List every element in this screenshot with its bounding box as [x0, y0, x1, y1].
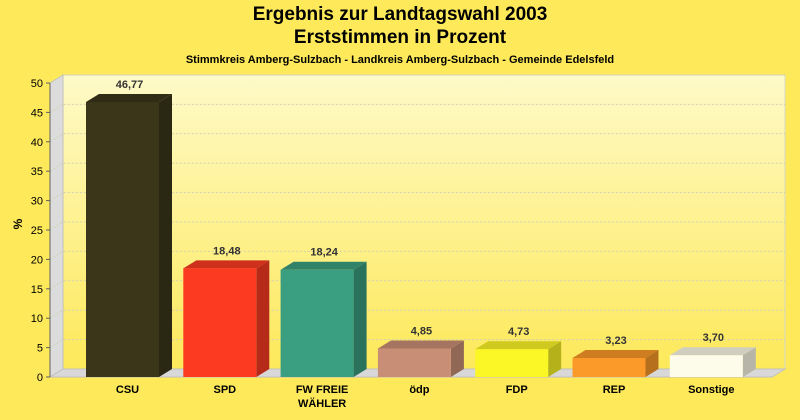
x-tick-label: REP: [603, 384, 626, 396]
bar-value-label: 4,73: [508, 326, 529, 338]
x-tick-label: ödp: [409, 384, 429, 396]
y-tick-label: 10: [31, 313, 43, 325]
bar-front: [86, 101, 159, 377]
bar-top: [280, 261, 367, 270]
chart-subtitle: Stimmkreis Amberg-Sulzbach - Landkreis A…: [185, 54, 615, 66]
gridline: [49, 192, 785, 202]
bar-side: [256, 260, 270, 377]
bar-top: [572, 350, 659, 359]
y-tick-label: 40: [31, 137, 43, 149]
bar-front: [475, 349, 549, 377]
bar: [377, 340, 464, 377]
bar-top: [377, 340, 464, 349]
gridline: [49, 221, 785, 231]
gridline: [49, 280, 785, 290]
bar-side: [645, 350, 659, 377]
bar-top: [86, 93, 172, 102]
bar-front: [280, 269, 354, 377]
y-tick-label: 45: [31, 107, 43, 119]
gridline: [49, 162, 785, 172]
bar-side: [353, 261, 367, 377]
chart-title: Ergebnis zur Landtagswahl 2003: [252, 4, 548, 25]
gridline: [49, 74, 785, 84]
bar-value-label: 3,23: [605, 335, 626, 347]
x-tick-label: FW FREIE: [296, 384, 349, 396]
bar-value-label: 18,48: [213, 245, 241, 257]
bar: [669, 347, 756, 377]
x-tick-label: SPD: [213, 384, 236, 396]
y-tick-label: 5: [37, 343, 43, 355]
x-tick-label: CSU: [116, 384, 139, 396]
gridline: [49, 103, 785, 113]
bar: [86, 93, 172, 377]
y-tick-label: 15: [31, 284, 43, 296]
gridline: [49, 133, 785, 143]
y-tick-label: 35: [31, 166, 43, 178]
bar-value-label: 4,85: [411, 325, 432, 337]
bar-side: [159, 93, 172, 377]
bar-value-label: 3,70: [703, 332, 724, 344]
bar: [475, 341, 562, 377]
bar-side: [450, 340, 464, 377]
bar-value-label: 18,24: [310, 247, 338, 259]
x-tick-label: FDP: [506, 384, 528, 396]
bar-front: [669, 355, 743, 377]
y-tick-label: 30: [31, 196, 43, 208]
bar: [572, 350, 659, 377]
bar-top: [183, 260, 270, 269]
chart-title-line2: Erststimmen in Prozent: [293, 27, 507, 48]
plot-left-wall: [49, 74, 64, 378]
bar-front: [572, 358, 646, 377]
bar-front: [183, 268, 257, 377]
bar: [280, 261, 367, 377]
bar-top: [669, 347, 756, 356]
y-tick-label: 20: [31, 254, 43, 266]
bar-value-label: 46,77: [116, 79, 144, 91]
y-tick-label: 50: [31, 78, 43, 90]
x-tick-label: WÄHLER: [298, 397, 346, 410]
bar-top: [475, 341, 562, 350]
gridline: [49, 250, 785, 260]
x-tick-label: Sonstige: [688, 384, 734, 396]
bar-front: [377, 348, 451, 377]
y-tick-label: 0: [37, 372, 43, 384]
y-tick-label: 25: [31, 225, 43, 237]
gridline: [49, 309, 785, 319]
gridline: [49, 339, 785, 349]
bar: [183, 260, 270, 377]
y-axis-label: %: [11, 218, 25, 229]
bar-side: [548, 341, 562, 377]
bar-side: [742, 347, 756, 377]
